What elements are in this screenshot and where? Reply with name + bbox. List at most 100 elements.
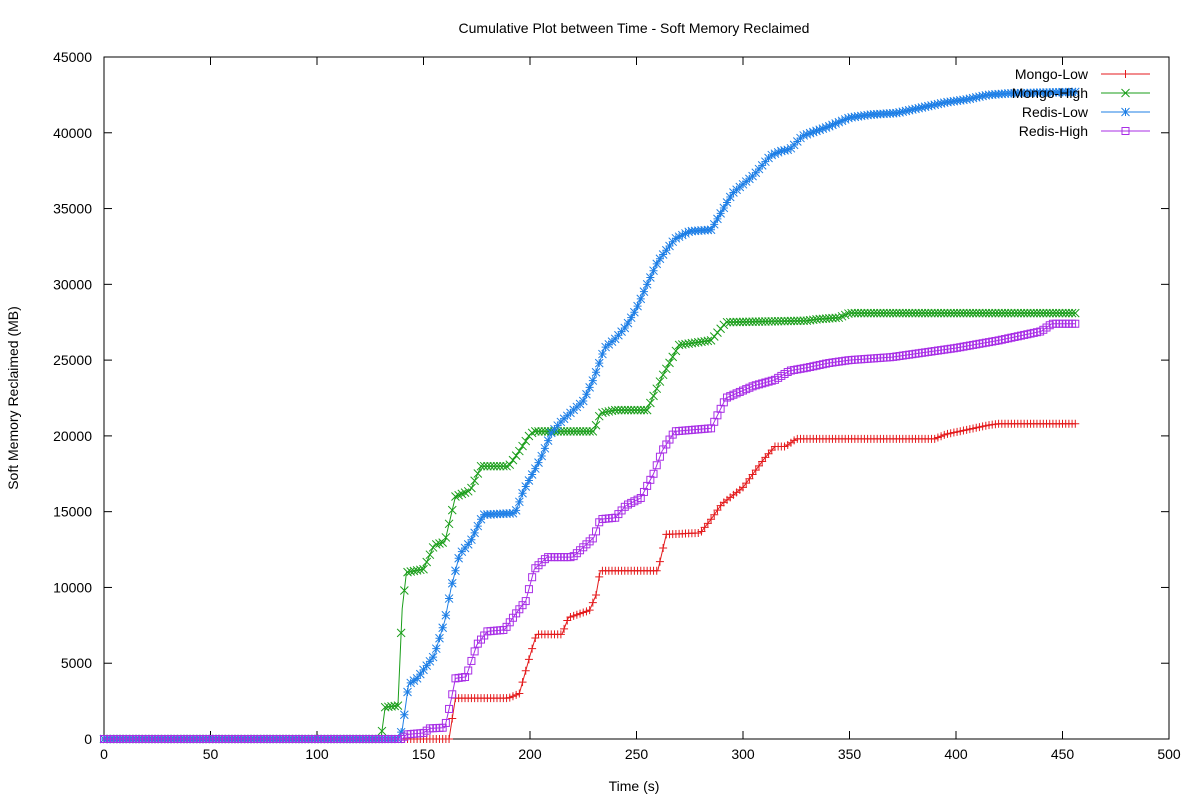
series-point [444,594,454,603]
series-point [1064,308,1074,318]
series-point [530,426,540,436]
series-point [739,483,747,492]
series-point [975,308,984,318]
series-point [923,101,933,111]
series-point [636,405,646,415]
series-point [898,308,908,318]
series-point [399,710,409,720]
series-point [959,308,968,318]
series-point [748,317,757,327]
series-point [742,479,751,488]
series-point [751,317,761,327]
y-tick-label: 5000 [61,655,92,671]
series-point [786,316,796,326]
series-point [892,108,901,118]
series-point [630,405,639,415]
series-point [642,405,652,415]
series-point [479,461,489,471]
series-point [818,124,828,133]
series-point [578,396,588,406]
legend-label: Redis-Low [1022,104,1089,120]
series-point [588,376,598,385]
series-point [1048,308,1058,318]
series-point [940,430,949,439]
series-point [671,233,681,243]
series-point [968,308,978,318]
series-point [652,566,661,575]
series-point [911,104,920,114]
series-point [725,192,735,202]
series-point [773,316,783,326]
series-point [751,466,760,475]
series-point [377,726,387,736]
series-point [464,666,473,675]
series-point [936,99,946,108]
series-point [907,308,917,318]
x-tick-label: 300 [731,746,755,762]
series-point [856,308,866,318]
series-point [1051,308,1061,318]
series-point [515,689,524,698]
series-point [722,198,732,207]
series-point [981,421,990,430]
plot-area: 0 50 100 150 200 250 300 350 400 450 5000500010000… [53,49,1181,762]
series-point [895,108,904,117]
series-point [508,455,518,465]
series-point [591,367,601,377]
series-point [834,313,844,323]
series-point [562,426,572,436]
series-point [659,544,668,553]
series-point [975,423,984,432]
series-point [1070,87,1080,97]
series-point [729,317,738,327]
legend-marker [1121,127,1130,135]
series-point [876,308,885,318]
series-point [953,427,962,436]
series-point [930,308,940,318]
series-point [454,490,463,500]
legend-label: Redis-High [1019,123,1088,139]
series-point [534,426,543,436]
series-point [936,308,946,318]
series-point [531,633,540,642]
series-point [853,308,863,318]
series-point [473,469,483,478]
series-point [438,538,448,547]
series-point [521,666,530,675]
x-axis-label: Time (s) [609,778,660,794]
x-tick-label: 450 [1051,746,1075,762]
series-point [792,316,802,326]
series-point [770,149,780,159]
series-point [780,442,789,451]
series-point [415,565,425,575]
series-point [767,446,776,455]
series-point [952,308,962,318]
series-point [930,100,940,110]
series-point [530,464,540,473]
series-point [476,461,486,471]
series-point [572,610,581,619]
series-point [776,146,786,156]
series-point [655,557,664,566]
series-point [463,540,473,549]
series-point [745,474,754,483]
series-point [396,727,406,737]
series-point [569,611,578,620]
series-point [633,301,642,311]
series-point [524,476,534,485]
series-point [476,514,486,524]
series-point [445,704,454,713]
series-point [512,690,521,699]
series-point [444,519,454,529]
series-point [665,358,674,368]
series-point [735,317,745,327]
series-point [560,624,569,633]
series-point [978,422,987,431]
series-point [837,116,847,126]
series-point [633,405,642,415]
series-point [438,623,448,633]
series-point [933,308,943,318]
series-point [630,307,639,317]
series-point [592,527,601,536]
series-point [614,405,623,415]
